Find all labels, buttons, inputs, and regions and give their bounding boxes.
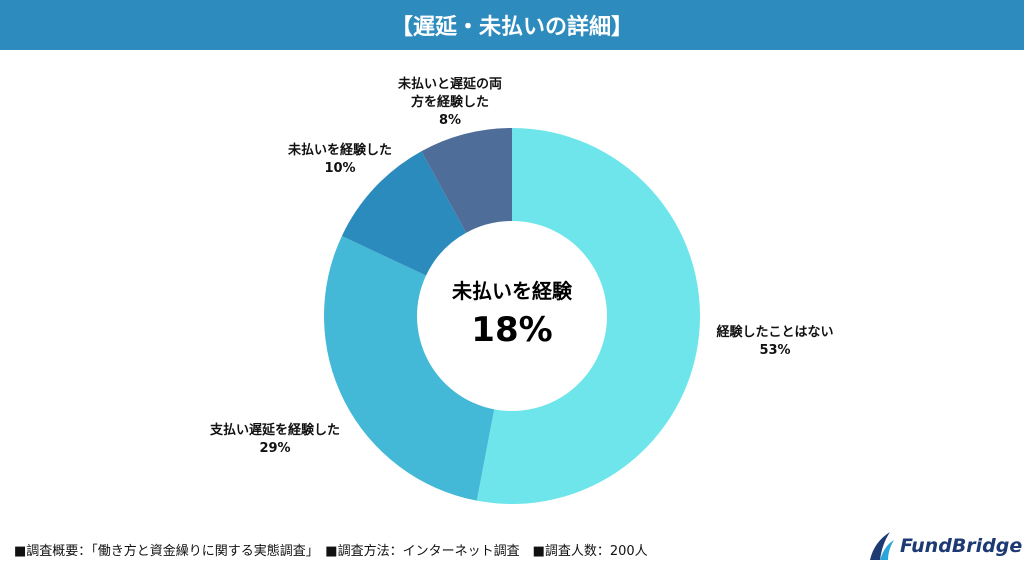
logo-mark-icon — [870, 532, 894, 560]
donut-slice-0 — [476, 128, 700, 504]
label-unpaid-value: 10% — [324, 161, 356, 176]
label-both-text-2: 方を経験した — [410, 95, 489, 110]
donut-slice-3 — [421, 128, 512, 233]
donut-slice-2 — [341, 151, 467, 276]
label-never: 経験したことはない 53% — [700, 324, 850, 360]
label-unpaid: 未払いを経験した 10% — [270, 142, 410, 178]
label-delay-text: 支払い遅延を経験した — [209, 423, 340, 438]
label-delay-value: 29% — [259, 441, 291, 456]
label-never-value: 53% — [759, 343, 791, 358]
label-unpaid-text: 未払いを経験した — [287, 143, 392, 158]
label-both: 未払いと遅延の両 方を経験した 8% — [380, 76, 520, 130]
center-value: 18% — [471, 310, 553, 350]
center-title: 未払いを経験 — [452, 279, 572, 303]
fundbridge-logo: FundBridge — [866, 530, 1022, 562]
label-never-text: 経験したことはない — [716, 325, 834, 340]
survey-footer: ■調査概要：「働き方と資金繰りに関する実態調査」 ■調査方法：インターネット調査… — [14, 544, 648, 559]
page-title: 【遅延・未払いの詳細】 — [0, 0, 1024, 50]
center-label: 未払いを経験 18% — [412, 275, 612, 350]
label-delay: 支払い遅延を経験した 29% — [180, 422, 370, 458]
logo-text: FundBridge — [900, 535, 1023, 557]
label-both-text-1: 未払いと遅延の両 — [397, 77, 502, 92]
donut-slice-1 — [323, 235, 495, 501]
label-both-value: 8% — [438, 113, 462, 128]
